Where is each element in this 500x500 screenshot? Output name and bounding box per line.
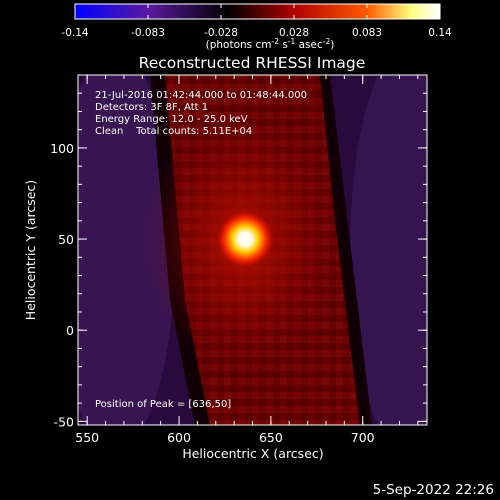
x-tick-label: 550	[75, 430, 99, 445]
colorbar-tick-label: -0.083	[131, 27, 165, 39]
x-axis-label: Heliocentric X (arcsec)	[182, 446, 323, 461]
footer-date: 5-Sep-2022 22:26	[373, 482, 494, 498]
y-axis-label: Heliocentric Y (arcsec)	[23, 180, 38, 320]
y-tick-label: 0	[66, 323, 74, 338]
colorbar-tick-label: 0.14	[428, 27, 452, 39]
x-tick-label: 600	[167, 430, 191, 445]
peak-position-label: Position of Peak = [636,50]	[95, 399, 231, 410]
heatmap-purple-right	[350, 75, 427, 425]
axis-ticks: 550 600 650 700 -50 0 50 100	[50, 74, 427, 445]
annotation-block: 21-Jul-2016 01:42:44.000 to 01:48:44.000…	[95, 90, 307, 137]
heatmap-purple-left	[78, 75, 175, 425]
annotation-time: 21-Jul-2016 01:42:44.000 to 01:48:44.000	[95, 90, 307, 101]
y-tick-label: -50	[54, 414, 74, 429]
colorbar-tick-label: 0.083	[352, 27, 382, 39]
colorbar-tick-label: -0.028	[204, 27, 238, 39]
heatmap-image	[78, 75, 427, 425]
chart-title: Reconstructed RHESSI Image	[139, 54, 366, 72]
y-tick-label: 100	[50, 141, 74, 156]
flare-peak	[217, 211, 274, 268]
y-tick-label: 50	[58, 232, 74, 247]
x-tick-label: 700	[351, 430, 375, 445]
annotation-detectors: Detectors: 3F 8F, Att 1	[95, 102, 208, 113]
colorbar-units: (photons cm-2 s-1 asec-2)	[206, 37, 335, 51]
annotation-energy: Energy Range: 12.0 - 25.0 keV	[95, 114, 248, 125]
colorbar-tick-label: -0.14	[61, 27, 88, 39]
x-tick-label: 650	[259, 430, 283, 445]
annotation-clean: Clean Total counts: 5.11E+04	[95, 126, 252, 137]
colorbar	[74, 3, 441, 20]
colorbar-tick-label: 0.028	[279, 27, 309, 39]
colorbar-ticks: -0.14 -0.083 -0.028 0.028 0.083 0.14	[61, 4, 452, 39]
